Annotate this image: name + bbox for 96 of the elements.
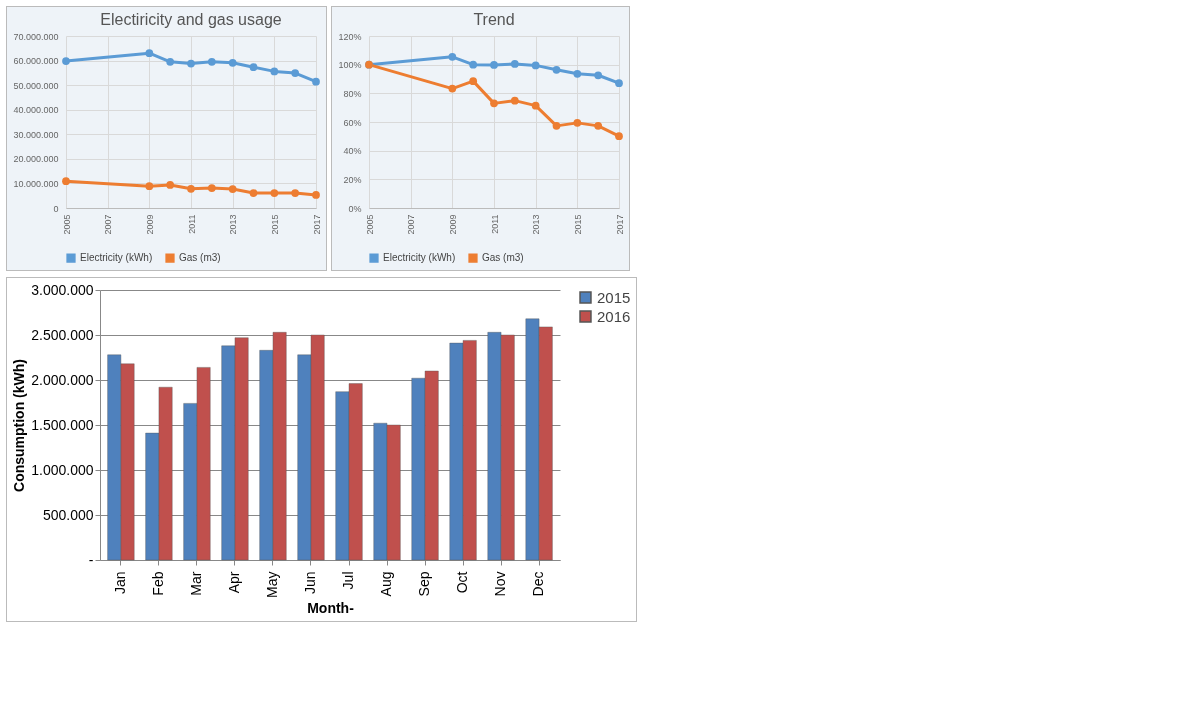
- legend-label: Gas (m3): [482, 252, 524, 264]
- x-tick-label: Aug: [378, 571, 395, 597]
- point: [270, 67, 279, 76]
- point: [62, 177, 70, 186]
- x-tick-label: Oct: [454, 571, 471, 594]
- legend-label: 2016: [597, 307, 631, 325]
- x-tick-label: 2005: [61, 214, 72, 235]
- x-tick-label: Nov: [492, 571, 509, 597]
- y-tick-label: 30.000.000: [13, 129, 59, 140]
- point: [469, 60, 478, 69]
- legend-label: Gas (m3): [179, 252, 221, 264]
- x-tick-label: Mar: [187, 571, 204, 596]
- x-axis-title: Month-: [307, 599, 355, 616]
- point: [573, 69, 582, 78]
- point: [312, 191, 320, 199]
- point: [291, 189, 300, 197]
- x-tick-label: Jan: [111, 571, 128, 595]
- point: [594, 71, 603, 80]
- point: [573, 118, 582, 127]
- y-tick-label: 20.000.000: [13, 154, 59, 165]
- y-tick-label: 60%: [343, 117, 362, 128]
- y-tick-label: 60.000.000: [13, 56, 59, 67]
- point: [228, 185, 237, 193]
- x-tick-label: 2017: [614, 214, 625, 235]
- point: [594, 122, 603, 130]
- y-tick-label: 100%: [338, 60, 362, 71]
- x-tick-label: Jun: [301, 571, 318, 595]
- y-tick-label: 0: [53, 203, 59, 214]
- point: [312, 77, 320, 86]
- x-tick-label: Apr: [225, 571, 242, 594]
- x-tick-label: Feb: [149, 571, 166, 596]
- x-tick-label: 2015: [572, 214, 583, 235]
- y-tick-label: 2.500.000: [31, 326, 94, 343]
- y-tick-label: 3.000.000: [31, 281, 94, 298]
- point: [531, 61, 540, 70]
- y-tick-label: 2.000.000: [31, 371, 94, 388]
- point: [531, 101, 540, 110]
- point: [249, 63, 258, 72]
- x-tick-label: 2013: [228, 214, 239, 235]
- point: [145, 49, 154, 58]
- y-tick-label: 0%: [348, 203, 362, 214]
- point: [615, 79, 623, 88]
- point: [510, 60, 519, 68]
- y-tick-label: 120%: [338, 31, 362, 42]
- x-tick-label: May: [263, 571, 280, 598]
- x-tick-label: Jul: [340, 571, 357, 590]
- point: [166, 57, 175, 66]
- point: [552, 122, 561, 130]
- y-axis-title: Consumption (kWh): [11, 359, 28, 492]
- x-tick-label: 2015: [269, 214, 280, 235]
- chart-title: Trend: [473, 11, 515, 28]
- point: [469, 77, 478, 86]
- y-tick-label: 70.000.000: [13, 31, 59, 42]
- point: [207, 184, 216, 192]
- point: [207, 57, 216, 66]
- point: [291, 69, 300, 77]
- point: [187, 184, 195, 193]
- point: [62, 57, 70, 65]
- chart-title: Electiricity and gas usage: [100, 11, 282, 28]
- legend-label: Electricity (kWh): [80, 252, 153, 264]
- x-tick-label: 2017: [311, 214, 322, 235]
- y-tick-label: 50.000.000: [13, 80, 59, 91]
- point: [270, 189, 279, 197]
- legend-label: 2015: [597, 288, 631, 306]
- y-tick-label: 500.000: [42, 506, 94, 523]
- y-tick-label: 20%: [343, 174, 362, 185]
- point: [448, 84, 457, 93]
- point: [166, 181, 175, 189]
- x-tick-label: 2007: [103, 214, 114, 235]
- point: [490, 99, 498, 108]
- x-tick-label: 2013: [531, 214, 542, 235]
- y-tick-label: 10.000.000: [13, 178, 59, 189]
- point: [145, 182, 154, 190]
- point: [510, 96, 519, 105]
- x-tick-label: 2011: [489, 214, 500, 234]
- point: [187, 59, 195, 68]
- x-tick-label: 2005: [364, 214, 375, 235]
- y-tick-label: -: [88, 551, 94, 568]
- x-tick-label: 2009: [447, 214, 458, 235]
- point: [615, 132, 623, 141]
- x-tick-label: Sep: [416, 571, 433, 597]
- point: [228, 58, 237, 67]
- y-tick-label: 40.000.000: [13, 105, 59, 116]
- y-tick-label: 80%: [343, 88, 362, 99]
- y-tick-label: 40%: [343, 146, 362, 157]
- point: [552, 65, 561, 74]
- y-tick-label: 1.000.000: [31, 461, 94, 478]
- point: [249, 189, 258, 197]
- legend-label: Electricity (kWh): [383, 252, 456, 264]
- x-tick-label: 2009: [144, 214, 155, 235]
- point: [448, 52, 457, 61]
- y-tick-label: 1.500.000: [31, 416, 94, 433]
- x-tick-label: Dec: [530, 571, 547, 597]
- x-tick-label: 2007: [406, 214, 417, 235]
- x-tick-label: 2011: [186, 214, 197, 234]
- point: [490, 61, 498, 69]
